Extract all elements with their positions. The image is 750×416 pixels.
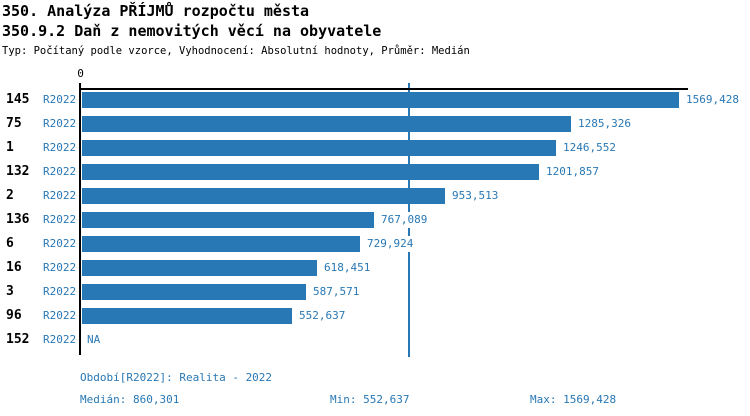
row-series-label: R2022 — [43, 309, 77, 322]
value-bar — [82, 236, 360, 252]
chart-row: 96 R2022 552,637 — [0, 308, 750, 324]
row-series-label: R2022 — [43, 261, 77, 274]
value-bar — [82, 116, 571, 132]
bar-value-label: 552,637 — [297, 308, 348, 324]
row-category-label: 96 — [6, 308, 22, 323]
row-series-label: R2022 — [43, 117, 77, 130]
footer-max-value: Max: 1569,428 — [530, 393, 617, 406]
bar-value-label: 1246,552 — [561, 140, 618, 156]
chart-row: 16 R2022 618,451 — [0, 260, 750, 276]
footer-period-label: Období[R2022]: Realita - 2022 — [80, 371, 273, 384]
axis-zero-tick-label: 0 — [77, 67, 84, 80]
chart-row: 1 R2022 1246,552 — [0, 140, 750, 156]
row-category-label: 75 — [6, 116, 22, 131]
chart-meta-line: Typ: Počítaný podle vzorce, Vyhodnocení:… — [2, 45, 470, 57]
row-category-label: 152 — [6, 332, 30, 347]
row-series-label: R2022 — [43, 285, 77, 298]
bar-value-label: 587,571 — [311, 284, 362, 300]
chart-row: 75 R2022 1285,326 — [0, 116, 750, 132]
row-category-label: 3 — [6, 284, 14, 299]
value-bar — [82, 92, 679, 108]
row-category-label: 16 — [6, 260, 22, 275]
bar-value-label: 1569,428 — [684, 92, 741, 108]
bar-value-label: NA — [85, 332, 103, 348]
footer-min-value: Min: 552,637 — [330, 393, 410, 406]
value-bar — [82, 188, 445, 204]
chart-row: 2 R2022 953,513 — [0, 188, 750, 204]
y-axis-line — [79, 83, 81, 355]
bar-value-label: 953,513 — [450, 188, 501, 204]
chart-subtitle: 350.9.2 Daň z nemovitých věcí na obyvate… — [2, 22, 382, 40]
chart-title: 350. Analýza PŘÍJMŮ rozpočtu města — [2, 2, 310, 20]
row-series-label: R2022 — [43, 213, 77, 226]
row-category-label: 6 — [6, 236, 14, 251]
value-bar — [82, 308, 292, 324]
chart-row: 152 R2022 NA — [0, 332, 750, 348]
bar-value-label: 1201,857 — [544, 164, 601, 180]
bar-value-label: 1285,326 — [576, 116, 633, 132]
row-category-label: 145 — [6, 92, 30, 107]
value-bar — [82, 140, 556, 156]
row-series-label: R2022 — [43, 165, 77, 178]
chart-row: 132 R2022 1201,857 — [0, 164, 750, 180]
footer-median-value: Medián: 860,301 — [80, 393, 180, 406]
value-bar — [82, 260, 317, 276]
x-axis-top-line — [79, 88, 688, 90]
row-category-label: 1 — [6, 140, 14, 155]
median-tick-mark — [408, 83, 410, 88]
chart-row: 6 R2022 729,924 — [0, 236, 750, 252]
row-category-label: 132 — [6, 164, 30, 179]
value-bar — [82, 212, 374, 228]
row-series-label: R2022 — [43, 237, 77, 250]
value-bar — [82, 284, 306, 300]
chart-row: 136 R2022 767,089 — [0, 212, 750, 228]
row-series-label: R2022 — [43, 93, 77, 106]
row-category-label: 2 — [6, 188, 14, 203]
bar-value-label: 618,451 — [322, 260, 373, 276]
row-series-label: R2022 — [43, 333, 77, 346]
bar-value-label: 767,089 — [379, 212, 430, 228]
chart-row: 3 R2022 587,571 — [0, 284, 750, 300]
value-bar — [82, 164, 539, 180]
row-category-label: 136 — [6, 212, 30, 227]
row-series-label: R2022 — [43, 189, 77, 202]
bar-value-label: 729,924 — [365, 236, 416, 252]
row-series-label: R2022 — [43, 141, 77, 154]
chart-row: 145 R2022 1569,428 — [0, 92, 750, 108]
